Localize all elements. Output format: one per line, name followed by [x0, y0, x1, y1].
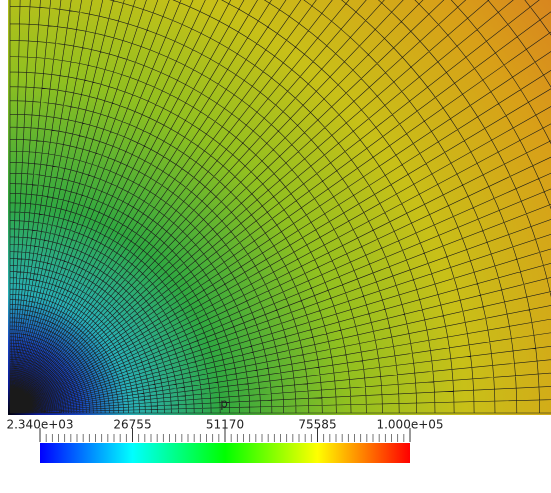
colorbar [40, 443, 410, 463]
colorbar-title: p [220, 397, 228, 411]
tick-label: 1.000e+05 [376, 418, 443, 432]
tick-label: 2.340e+03 [6, 418, 73, 432]
pressure-field [8, 0, 551, 415]
tick-label: 75585 [298, 418, 336, 432]
tick-label: 26755 [113, 418, 151, 432]
tick-label: 51170 [206, 418, 244, 432]
mesh-lines [9, 0, 551, 414]
mesh [9, 0, 551, 414]
